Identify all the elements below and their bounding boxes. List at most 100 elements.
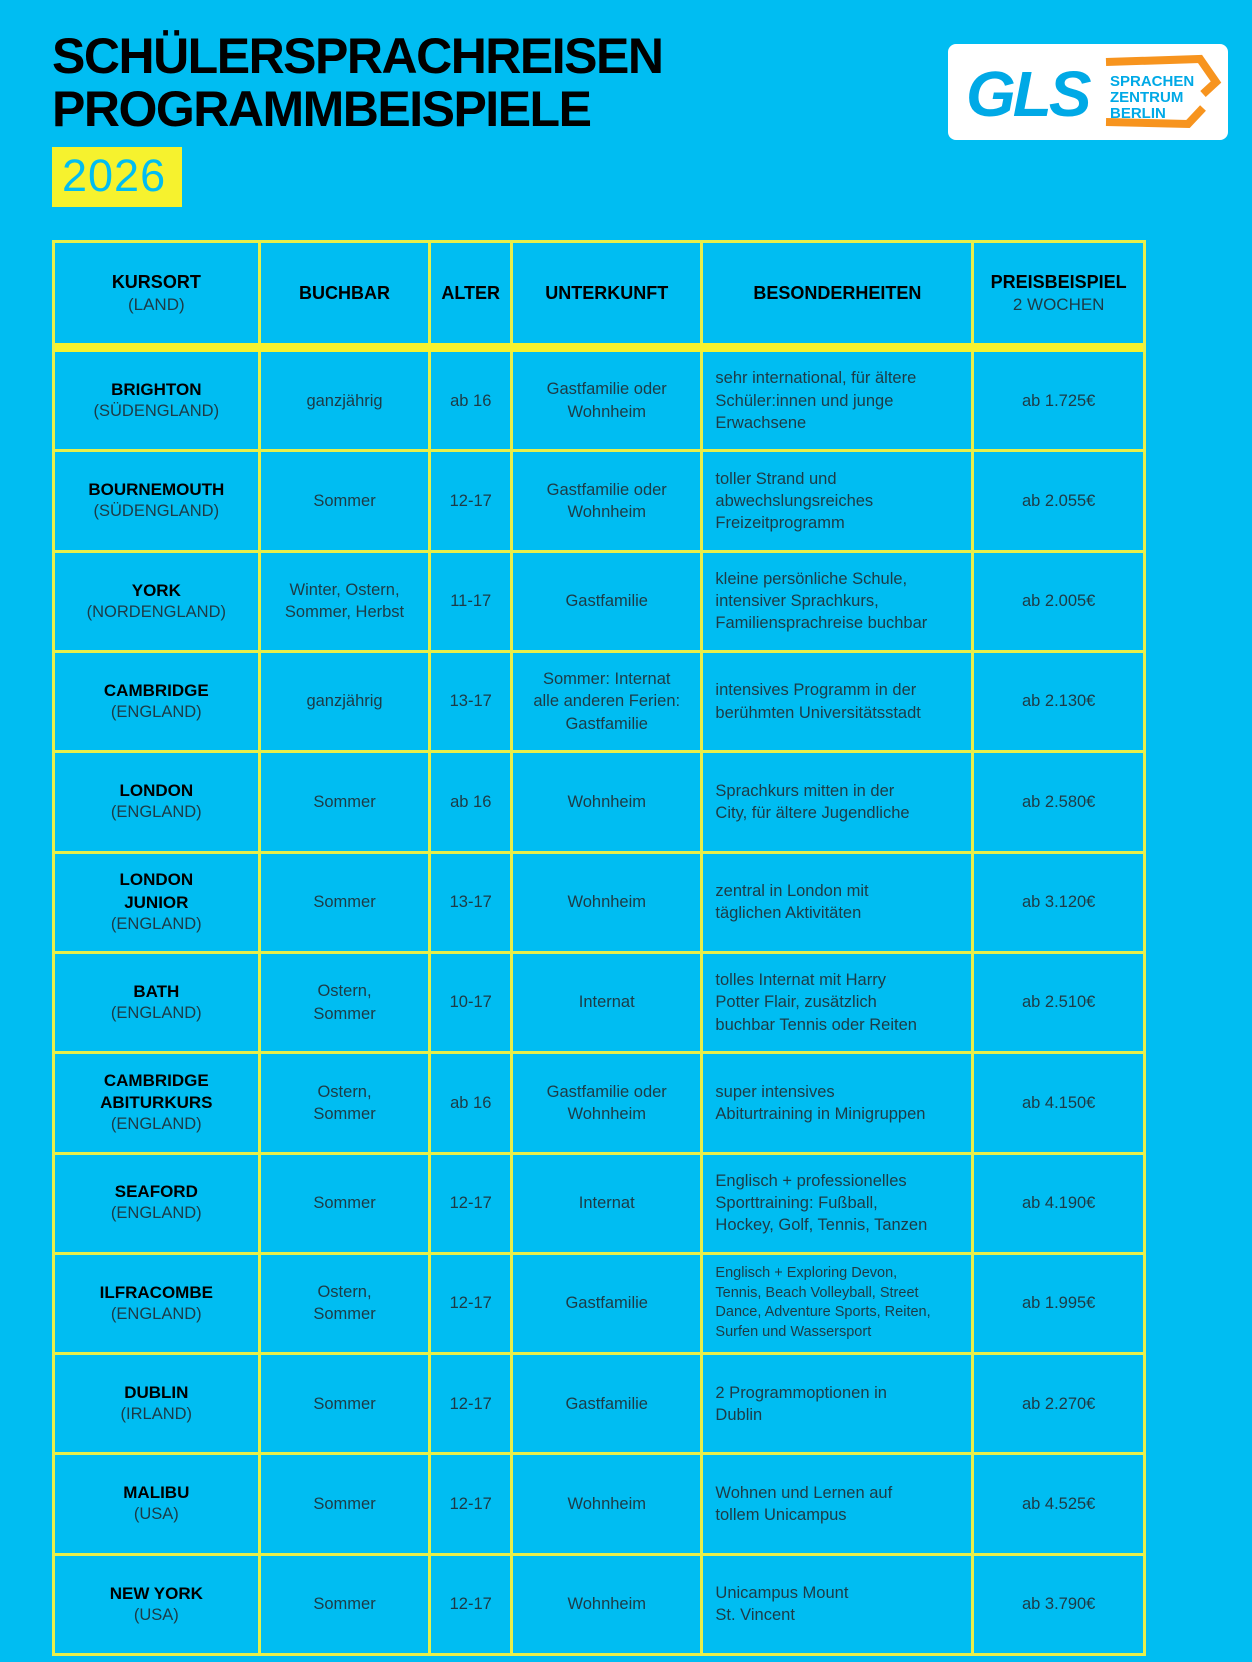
header-label: ALTER xyxy=(441,282,501,303)
cell-unterkunft: Wohnheim xyxy=(513,1455,704,1553)
header-cell-unterkunft: UNTERKUNFT xyxy=(513,243,704,343)
header-cell-alter: ALTER xyxy=(431,243,514,343)
cell-preis: ab 2.055€ xyxy=(974,452,1143,549)
cell-alter: 12-17 xyxy=(431,1154,514,1252)
cell-kursort: BOURNEMOUTH (SÜDENGLAND) xyxy=(55,452,261,550)
cell-alter: 12-17 xyxy=(431,452,514,550)
country-name: (SÜDENGLAND) xyxy=(93,401,220,420)
program-table: KURSORT (LAND) BUCHBAR ALTER UNTERKUNFT BESON… xyxy=(52,240,1146,1656)
cell-alter: ab 16 xyxy=(431,352,514,450)
gls-logo-graphic: GLS SPRACHEN ZENTRUM BERLIN xyxy=(966,54,1222,130)
cell-preis: ab 3.790€ xyxy=(974,1556,1143,1653)
cell-kursort: CAMBRIDGE ABITURKURS (ENGLAND) xyxy=(55,1054,261,1152)
header-label: UNTERKUNFT xyxy=(545,282,669,303)
cell-buchbar-text: Sommer xyxy=(313,1194,376,1213)
cell-unterkunft: Internat xyxy=(513,1154,704,1252)
cell-kursort: CAMBRIDGE (ENGLAND) xyxy=(55,652,261,751)
cell-alter-text: 12-17 xyxy=(449,491,492,510)
cell-unterkunft-text: Wohnheim xyxy=(567,792,647,811)
table-row: MALIBU (USA) Sommer 12-17 Wohnheim Wohnen und… xyxy=(55,1452,1143,1553)
header-separator xyxy=(55,343,1143,352)
header-cell-buchbar: BUCHBAR xyxy=(261,243,432,343)
cell-besonderheiten: tolles Internat mit Harry Potter Flair, … xyxy=(703,953,975,1052)
country-name: (USA) xyxy=(133,1505,179,1524)
cell-buchbar-text: ganzjährig xyxy=(306,391,383,410)
cell-besonderheiten-text: toller Strand und abwechslungsreiches Fr… xyxy=(715,469,874,533)
cell-unterkunft-text: Sommer: Internat alle anderen Ferien: Ga… xyxy=(533,670,681,733)
cell-kursort: LONDON JUNIOR (ENGLAND) xyxy=(55,853,261,951)
cell-unterkunft-text: Gastfamilie oder Wohnheim xyxy=(546,380,667,421)
cell-besonderheiten: Englisch + Exploring Devon, Tennis, Beac… xyxy=(703,1254,975,1353)
cell-unterkunft: Wohnheim xyxy=(513,753,704,851)
cell-preis: ab 2.005€ xyxy=(974,553,1143,650)
header-cell-preisbeispiel: PREISBEISPIEL 2 WOCHEN xyxy=(974,243,1143,343)
cell-besonderheiten-text: Sprachkurs mitten in der City, für älter… xyxy=(715,781,910,822)
cell-preis: ab 2.510€ xyxy=(974,954,1143,1051)
cell-besonderheiten: Wohnen und Lernen auf tollem Unicampus xyxy=(703,1455,975,1553)
cell-alter: 12-17 xyxy=(431,1355,514,1453)
cell-buchbar: ganzjährig xyxy=(261,652,432,751)
city-name: BATH xyxy=(133,981,180,1001)
cell-buchbar-text: Sommer xyxy=(313,1394,376,1413)
cell-buchbar-text: Sommer xyxy=(313,792,376,811)
cell-unterkunft-text: Gastfamilie xyxy=(565,1294,648,1313)
city-name: ILFRACOMBE xyxy=(99,1282,213,1302)
header-label: PREISBEISPIEL xyxy=(990,272,1127,293)
cell-unterkunft: Gastfamilie xyxy=(513,552,704,650)
country-name: (ENGLAND) xyxy=(110,702,202,721)
cell-preis: ab 4.190€ xyxy=(974,1155,1143,1252)
cell-alter-text: 12-17 xyxy=(449,1394,492,1413)
logo-frame-bottom-bar xyxy=(1105,105,1206,129)
cell-alter: 11-17 xyxy=(431,552,514,650)
table-row: NEW YORK (USA) Sommer 12-17 Wohnheim Unicampu… xyxy=(55,1552,1143,1654)
cell-preis-text: ab 2.270€ xyxy=(1021,1394,1096,1413)
city-name: DUBLIN xyxy=(124,1383,189,1403)
cell-unterkunft-text: Wohnheim xyxy=(567,893,647,912)
cell-buchbar-text: Sommer xyxy=(313,893,376,912)
city-name: YORK xyxy=(131,580,181,600)
gls-logo-wordmark: GLS xyxy=(966,58,1092,130)
cell-buchbar-text: Ostern, Sommer xyxy=(313,982,376,1023)
cell-besonderheiten-text: super intensives Abiturtraining in Minig… xyxy=(715,1082,926,1123)
cell-besonderheiten: intensives Programm in der berühmten Uni… xyxy=(703,652,975,751)
cell-buchbar-text: Sommer xyxy=(313,1595,376,1614)
cell-preis-text: ab 1.995€ xyxy=(1021,1294,1096,1313)
cell-alter: 13-17 xyxy=(431,853,514,951)
table-body: BRIGHTON (SÜDENGLAND) ganzjährig ab 16 Gastf… xyxy=(55,352,1143,1654)
logo-frame-top-bar xyxy=(1105,54,1222,97)
cell-preis-text: ab 2.130€ xyxy=(1021,692,1096,711)
cell-besonderheiten: toller Strand und abwechslungsreiches Fr… xyxy=(703,452,975,550)
cell-unterkunft-text: Gastfamilie xyxy=(565,1394,648,1413)
cell-besonderheiten: Sprachkurs mitten in der City, für älter… xyxy=(703,753,975,851)
header-sublabel: (LAND) xyxy=(127,294,185,314)
gls-logo: GLS SPRACHEN ZENTRUM BERLIN xyxy=(948,44,1228,140)
cell-buchbar: Ostern, Sommer xyxy=(261,1054,432,1152)
cell-unterkunft-text: Wohnheim xyxy=(567,1595,647,1614)
cell-buchbar: Sommer xyxy=(261,853,432,951)
cell-unterkunft: Internat xyxy=(513,953,704,1052)
cell-besonderheiten: kleine persönliche Schule, intensiver Sp… xyxy=(703,552,975,650)
gls-logo-tagline-frame: SPRACHEN ZENTRUM BERLIN xyxy=(1105,54,1222,129)
city-name: BRIGHTON xyxy=(111,379,202,399)
cell-buchbar-text: Winter, Ostern, Sommer, Herbst xyxy=(284,581,405,622)
cell-kursort: BATH (ENGLAND) xyxy=(55,953,261,1052)
header-label: BESONDERHEITEN xyxy=(753,282,922,303)
country-name: (ENGLAND) xyxy=(110,1003,202,1022)
city-name: LONDON xyxy=(119,781,194,801)
city-name: LONDON JUNIOR xyxy=(119,870,194,912)
cell-buchbar: Sommer xyxy=(261,753,432,851)
cell-buchbar: Ostern, Sommer xyxy=(261,1254,432,1353)
cell-besonderheiten-text: sehr international, für ältere Schüler:i… xyxy=(715,369,917,432)
country-name: (ENGLAND) xyxy=(110,1304,202,1323)
cell-besonderheiten: Unicampus Mount St. Vincent xyxy=(703,1555,975,1654)
cell-buchbar: Sommer xyxy=(261,452,432,550)
header-label: KURSORT xyxy=(111,272,201,293)
header-label: BUCHBAR xyxy=(299,282,391,303)
cell-besonderheiten-text: 2 Programmoptionen in Dublin xyxy=(715,1383,887,1424)
cell-buchbar: Sommer xyxy=(261,1455,432,1553)
cell-buchbar: Winter, Ostern, Sommer, Herbst xyxy=(261,552,432,650)
cell-alter-text: ab 16 xyxy=(450,391,492,410)
cell-preis-text: ab 2.005€ xyxy=(1021,592,1096,611)
logo-tagline-line3: BERLIN xyxy=(1110,105,1166,122)
cell-preis: ab 1.995€ xyxy=(974,1255,1143,1352)
